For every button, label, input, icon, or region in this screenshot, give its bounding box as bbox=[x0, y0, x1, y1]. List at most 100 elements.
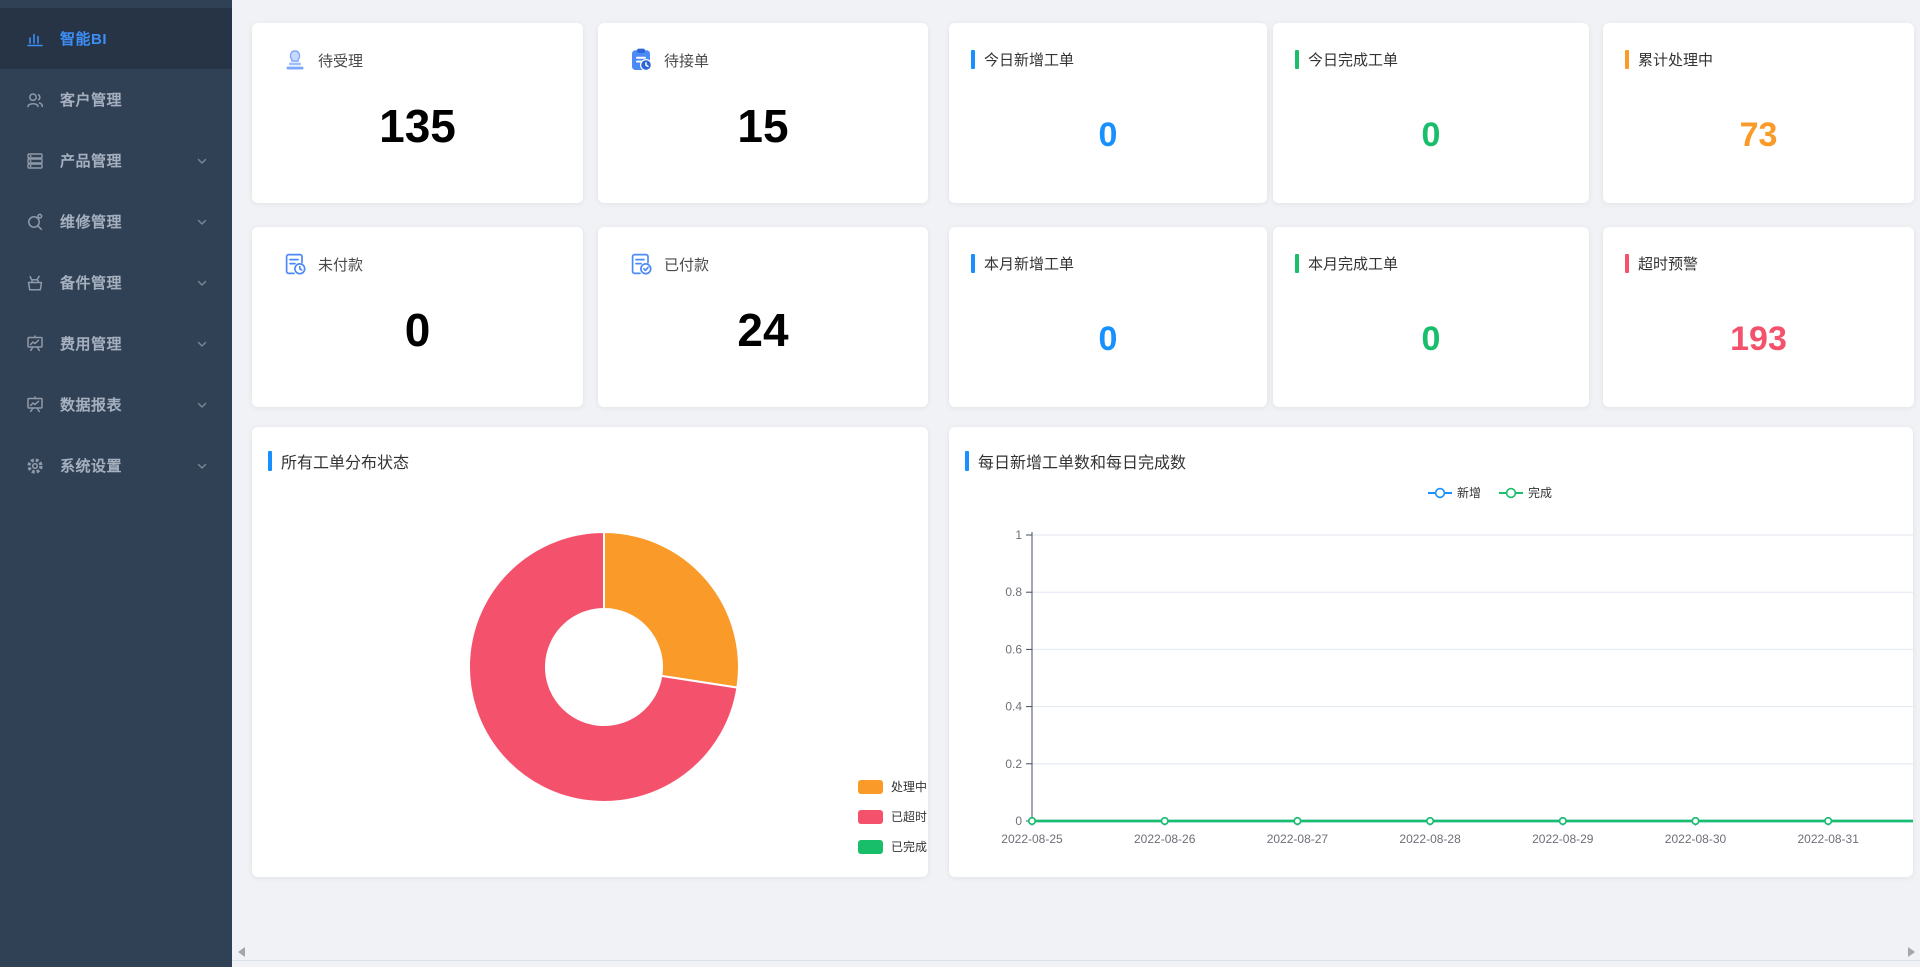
panel-title: 所有工单分布状态 bbox=[281, 455, 410, 472]
title-bar bbox=[1295, 50, 1299, 69]
repair-icon bbox=[24, 211, 46, 233]
svg-text:2022-08-29: 2022-08-29 bbox=[1532, 832, 1594, 846]
sidebar-item-label: 客户管理 bbox=[60, 92, 123, 109]
stat-card-value: 15 bbox=[737, 100, 789, 152]
stat-card-pending-order: 待接单 15 bbox=[598, 23, 928, 203]
sidebar-item-repair[interactable]: 维修管理 bbox=[0, 191, 232, 252]
scroll-right-arrow[interactable] bbox=[1908, 947, 1915, 957]
svg-text:0.2: 0.2 bbox=[1005, 757, 1022, 771]
sidebar-item-smart-bi[interactable]: 智能BI bbox=[0, 8, 232, 69]
svg-text:0.4: 0.4 bbox=[1005, 700, 1022, 714]
title-bar bbox=[1625, 254, 1629, 273]
sidebar-item-spare-parts[interactable]: 备件管理 bbox=[0, 252, 232, 313]
sidebar-item-reports[interactable]: 数据报表 bbox=[0, 374, 232, 435]
expenses-icon bbox=[24, 333, 46, 355]
chevron-down-icon bbox=[196, 338, 208, 350]
line-chart: 0 0.2 0.4 0.6 0.8 1 2022-08-25 2022-08-26 2022-0… bbox=[1001, 528, 1913, 846]
legend-item-new[interactable]: 新增 bbox=[1427, 484, 1481, 501]
svg-text:2022-08-30: 2022-08-30 bbox=[1665, 832, 1727, 846]
stat-card-total-processing: 累计处理中 73 bbox=[1603, 23, 1914, 203]
stat-card-value: 0 bbox=[404, 304, 431, 356]
legend-item-completed[interactable]: 已完成 bbox=[858, 838, 927, 855]
stat-card-label: 已付款 bbox=[664, 256, 710, 274]
sidebar-item-label: 备件管理 bbox=[60, 275, 123, 292]
title-bar bbox=[1295, 254, 1299, 273]
svg-text:1: 1 bbox=[1015, 528, 1022, 542]
stat-card-label: 待受理 bbox=[318, 52, 364, 70]
sidebar-item-label: 费用管理 bbox=[60, 336, 123, 353]
svg-text:2022-08-25: 2022-08-25 bbox=[1001, 832, 1063, 846]
stat-card-value: 73 bbox=[1739, 116, 1778, 154]
sidebar: 智能BI 客户管理 产品管理 bbox=[0, 0, 232, 967]
spare-parts-icon bbox=[24, 272, 46, 294]
stat-card-value: 193 bbox=[1730, 320, 1787, 358]
stat-card-value: 0 bbox=[1098, 116, 1118, 154]
legend-item-overdue[interactable]: 已超时 bbox=[858, 808, 927, 825]
donut-slice-1[interactable] bbox=[467, 530, 739, 803]
stat-card-label: 待接单 bbox=[664, 52, 710, 70]
stat-card-value: 0 bbox=[1421, 116, 1441, 154]
scrollbar-track[interactable] bbox=[232, 960, 1920, 961]
chevron-down-icon bbox=[196, 216, 208, 228]
legend-swatch bbox=[858, 839, 883, 854]
title-bar bbox=[1625, 50, 1629, 69]
stat-card-pending-accept: 待受理 135 bbox=[252, 23, 583, 203]
stat-card-unpaid: 未付款 0 bbox=[252, 227, 583, 407]
panel-title: 每日新增工单数和每日完成数 bbox=[978, 455, 1187, 472]
stat-card-label: 今日完成工单 bbox=[1308, 52, 1399, 69]
sidebar-item-label: 智能BI bbox=[60, 31, 108, 48]
stat-card-month-new: 本月新增工单 0 bbox=[949, 227, 1267, 407]
sidebar-item-products[interactable]: 产品管理 bbox=[0, 130, 232, 191]
svg-text:0.6: 0.6 bbox=[1005, 642, 1022, 656]
reports-icon bbox=[24, 394, 46, 416]
stat-card-value: 24 bbox=[737, 304, 789, 356]
donut-legend: 处理中 已超时 已完成 bbox=[858, 778, 927, 868]
svg-text:2022-08-26: 2022-08-26 bbox=[1134, 832, 1196, 846]
svg-text:2022-08-31: 2022-08-31 bbox=[1798, 832, 1860, 846]
svg-text:0: 0 bbox=[1015, 814, 1022, 828]
stat-card-today-new: 今日新增工单 0 bbox=[949, 23, 1267, 203]
stat-card-label: 本月新增工单 bbox=[984, 256, 1075, 273]
title-bar bbox=[971, 50, 975, 69]
donut-slice-0[interactable] bbox=[603, 530, 740, 689]
customers-icon bbox=[24, 89, 46, 111]
stat-card-label: 今日新增工单 bbox=[984, 52, 1075, 69]
legend-item-done[interactable]: 完成 bbox=[1499, 484, 1552, 501]
sidebar-item-label: 维修管理 bbox=[60, 214, 123, 231]
order-icon bbox=[628, 47, 654, 73]
sidebar-item-expenses[interactable]: 费用管理 bbox=[0, 313, 232, 374]
stat-card-label: 累计处理中 bbox=[1638, 52, 1714, 69]
legend-swatch bbox=[858, 809, 883, 824]
stat-card-value: 0 bbox=[1421, 320, 1441, 358]
scroll-left-arrow[interactable] bbox=[238, 947, 245, 957]
chevron-down-icon bbox=[196, 277, 208, 289]
title-bar bbox=[268, 451, 272, 471]
stat-card-overdue-warning: 超时预警 193 bbox=[1603, 227, 1914, 407]
svg-text:0.8: 0.8 bbox=[1005, 585, 1022, 599]
stat-card-label: 超时预警 bbox=[1638, 256, 1699, 273]
chevron-down-icon bbox=[196, 155, 208, 167]
sidebar-item-label: 系统设置 bbox=[60, 458, 123, 475]
legend-swatch bbox=[858, 779, 883, 794]
sidebar-item-settings[interactable]: 系统设置 bbox=[0, 435, 232, 496]
donut-chart bbox=[467, 530, 740, 803]
chevron-down-icon bbox=[196, 460, 208, 472]
stat-card-today-done: 今日完成工单 0 bbox=[1273, 23, 1589, 203]
svg-text:2022-08-27: 2022-08-27 bbox=[1267, 832, 1329, 846]
sidebar-item-customers[interactable]: 客户管理 bbox=[0, 69, 232, 130]
stat-card-value: 0 bbox=[1098, 320, 1118, 358]
stat-card-month-done: 本月完成工单 0 bbox=[1273, 227, 1589, 407]
stamp-icon bbox=[282, 47, 308, 73]
chevron-down-icon bbox=[196, 399, 208, 411]
sidebar-item-label: 数据报表 bbox=[60, 397, 123, 414]
daily-orders-panel: 每日新增工单数和每日完成数 新增 完成 0 0.2 0.4 0.6 0.8 1 2022-0… bbox=[949, 427, 1913, 877]
svg-text:2022-08-28: 2022-08-28 bbox=[1399, 832, 1461, 846]
stat-card-value: 135 bbox=[379, 100, 456, 152]
invoice-check-icon bbox=[628, 251, 654, 277]
work-order-status-panel: 所有工单分布状态 处理中 已超时 已完成 bbox=[252, 427, 928, 877]
invoice-clock-icon bbox=[282, 251, 308, 277]
legend-item-processing[interactable]: 处理中 bbox=[858, 778, 927, 795]
line-legend: 新增 完成 bbox=[1008, 484, 1913, 501]
bar-chart-icon bbox=[24, 28, 46, 50]
